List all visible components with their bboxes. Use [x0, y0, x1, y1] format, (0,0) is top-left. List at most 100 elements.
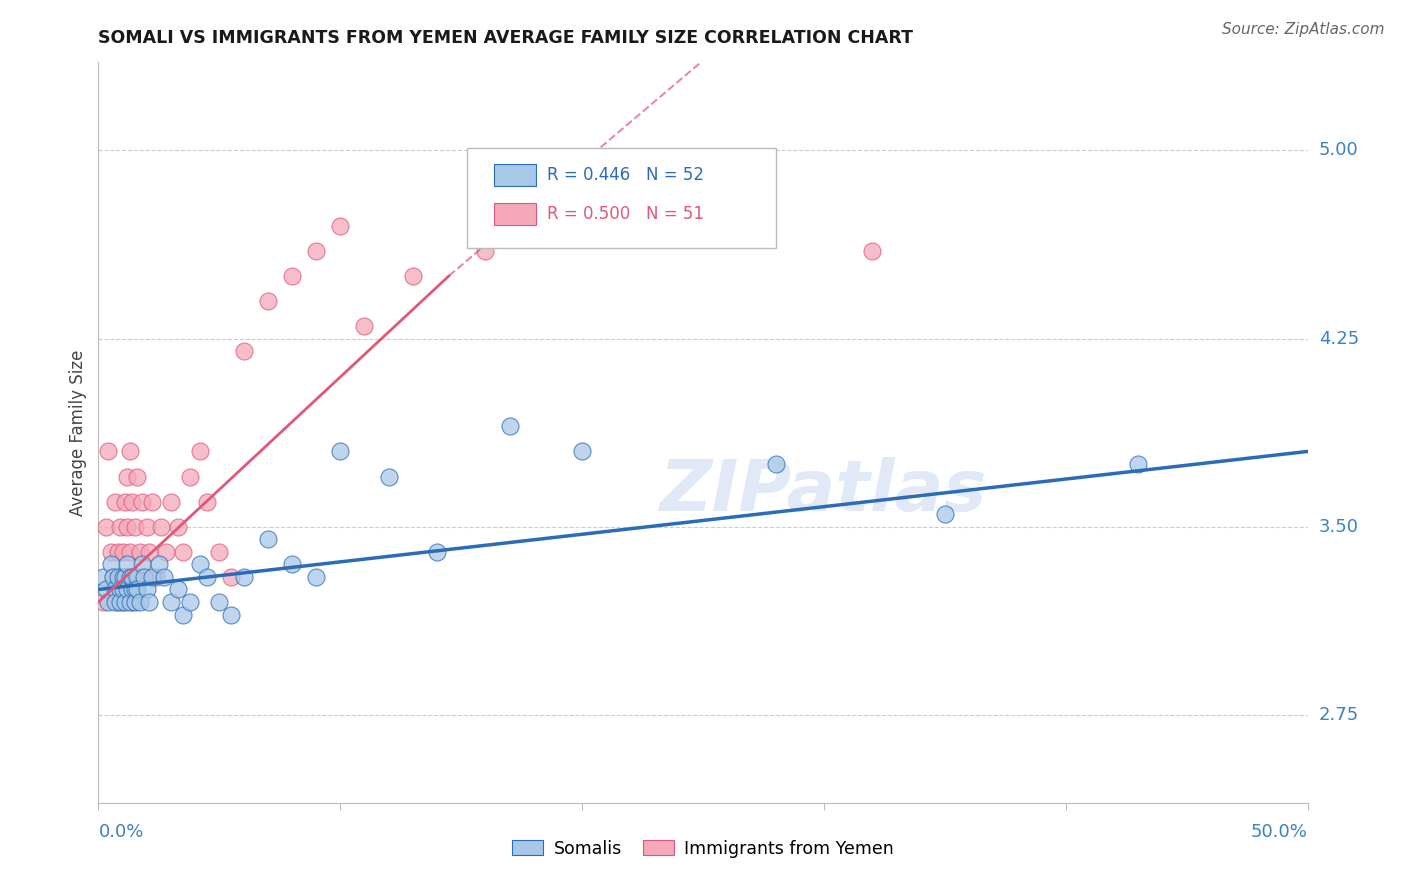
Point: [150, 520, 173, 534]
Point: [167, 582, 190, 597]
Point: [104, 595, 127, 609]
Point: [134, 570, 156, 584]
Text: 50.0%: 50.0%: [1251, 823, 1308, 841]
Point: [111, 570, 134, 584]
Point: [353, 318, 375, 333]
Point: [256, 533, 278, 547]
Point: [108, 595, 131, 609]
Point: [108, 570, 131, 584]
Point: [121, 494, 143, 508]
Point: [305, 244, 328, 258]
Point: [134, 570, 156, 584]
Point: [232, 570, 254, 584]
Point: [94, 520, 117, 534]
Point: [114, 570, 136, 584]
Point: [131, 494, 153, 508]
Point: [135, 582, 157, 597]
Text: 2.75: 2.75: [1319, 706, 1360, 724]
Text: R = 0.446   N = 52: R = 0.446 N = 52: [547, 166, 704, 184]
Point: [135, 520, 157, 534]
Point: [145, 570, 167, 584]
Point: [179, 595, 201, 609]
Point: [141, 494, 163, 508]
Point: [377, 469, 399, 483]
Point: [474, 244, 496, 258]
Point: [127, 582, 149, 597]
Text: Source: ZipAtlas.com: Source: ZipAtlas.com: [1222, 22, 1385, 37]
Point: [100, 558, 122, 572]
Point: [118, 570, 141, 584]
Point: [117, 558, 139, 572]
Text: 0.0%: 0.0%: [98, 823, 143, 841]
Point: [111, 582, 134, 597]
Point: [124, 570, 146, 584]
Text: 5.00: 5.00: [1319, 141, 1358, 160]
Point: [117, 520, 139, 534]
Point: [221, 607, 243, 622]
Point: [329, 444, 352, 458]
Point: [281, 268, 304, 283]
Point: [172, 607, 194, 622]
Point: [91, 595, 114, 609]
Point: [221, 570, 243, 584]
Point: [111, 595, 134, 609]
Point: [195, 570, 218, 584]
Point: [155, 545, 177, 559]
Point: [716, 219, 738, 233]
Point: [107, 595, 129, 609]
Point: [141, 570, 163, 584]
Point: [195, 494, 218, 508]
Point: [104, 494, 127, 508]
Point: [179, 469, 201, 483]
Point: [571, 194, 593, 208]
Point: [172, 545, 194, 559]
Point: [107, 570, 129, 584]
Point: [124, 595, 146, 609]
Point: [121, 582, 143, 597]
Y-axis label: Average Family Size: Average Family Size: [69, 350, 87, 516]
Point: [111, 545, 134, 559]
Point: [281, 558, 304, 572]
Point: [402, 268, 425, 283]
FancyBboxPatch shape: [467, 147, 776, 247]
FancyBboxPatch shape: [494, 203, 536, 226]
Point: [118, 595, 141, 609]
Point: [765, 457, 787, 471]
Point: [232, 344, 254, 359]
Point: [94, 582, 117, 597]
Point: [114, 494, 136, 508]
Point: [426, 545, 449, 559]
Point: [97, 595, 120, 609]
Point: [934, 507, 956, 521]
Point: [97, 444, 120, 458]
Text: ZIPatlas: ZIPatlas: [661, 458, 987, 526]
Point: [860, 244, 883, 258]
Point: [108, 582, 131, 597]
Point: [118, 545, 141, 559]
Point: [117, 582, 139, 597]
Point: [208, 545, 231, 559]
Point: [104, 582, 127, 597]
Point: [167, 520, 190, 534]
Point: [101, 570, 124, 584]
Text: 3.50: 3.50: [1319, 517, 1358, 536]
Point: [148, 558, 170, 572]
Point: [188, 444, 211, 458]
Point: [571, 444, 593, 458]
Point: [188, 558, 211, 572]
Point: [138, 595, 160, 609]
Legend: Somalis, Immigrants from Yemen: Somalis, Immigrants from Yemen: [505, 832, 901, 864]
Point: [208, 595, 231, 609]
Text: 4.25: 4.25: [1319, 329, 1360, 348]
Point: [101, 570, 124, 584]
Point: [138, 545, 160, 559]
Point: [127, 570, 149, 584]
Point: [124, 582, 146, 597]
Point: [329, 219, 352, 233]
Point: [118, 444, 141, 458]
Point: [256, 293, 278, 308]
Point: [114, 595, 136, 609]
Point: [108, 520, 131, 534]
Point: [128, 545, 150, 559]
Point: [124, 520, 146, 534]
